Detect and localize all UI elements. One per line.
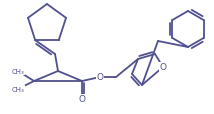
Text: CH₃: CH₃	[12, 68, 24, 74]
Text: O: O	[97, 73, 104, 82]
Text: O: O	[159, 63, 166, 72]
Text: O: O	[79, 95, 86, 104]
Text: CH₃: CH₃	[12, 86, 24, 92]
